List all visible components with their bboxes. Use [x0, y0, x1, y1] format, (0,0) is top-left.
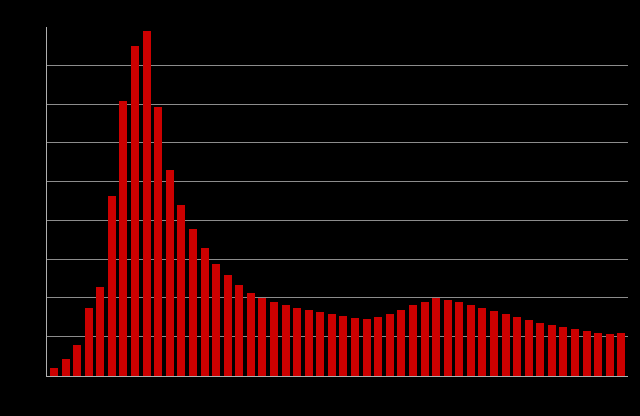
- bar: [385, 313, 394, 376]
- bar: [513, 317, 522, 376]
- bar: [212, 263, 221, 376]
- bar: [559, 326, 568, 376]
- bar: [351, 317, 360, 376]
- gridlines: [47, 27, 628, 376]
- gridline: [47, 142, 628, 144]
- bar: [119, 100, 128, 376]
- bar: [582, 330, 591, 376]
- bar: [617, 333, 626, 376]
- bar: [547, 324, 556, 376]
- bar: [304, 310, 313, 376]
- bar: [524, 319, 533, 376]
- bar: [61, 358, 70, 376]
- gridline: [47, 181, 628, 183]
- bar: [594, 332, 603, 376]
- bar: [478, 307, 487, 376]
- bar: [420, 301, 429, 376]
- gridline: [47, 336, 628, 338]
- bar: [489, 310, 498, 376]
- bar: [281, 305, 290, 376]
- bar: [293, 307, 302, 376]
- gridline: [47, 103, 628, 105]
- bar: [177, 205, 186, 376]
- bar: [131, 46, 140, 376]
- bar: [200, 248, 209, 376]
- bar: [443, 300, 452, 376]
- bar: [269, 302, 278, 376]
- bar: [73, 344, 82, 376]
- bar: [50, 368, 58, 376]
- gridline: [47, 64, 628, 66]
- bar: [142, 30, 151, 376]
- bar: [188, 228, 197, 376]
- gridline: [47, 297, 628, 299]
- bar: [223, 275, 232, 376]
- bars: [47, 27, 628, 376]
- gridline: [47, 258, 628, 260]
- gridline: [47, 219, 628, 221]
- bar: [154, 106, 163, 376]
- bar: [374, 317, 383, 376]
- bar: [165, 170, 174, 376]
- bar: [96, 286, 105, 376]
- bar: [339, 315, 348, 376]
- plot-area: [46, 27, 628, 377]
- bar: [84, 308, 93, 376]
- bar: [327, 313, 336, 376]
- bar: [235, 284, 244, 376]
- bar: [455, 302, 464, 376]
- bar: [408, 305, 417, 376]
- bar: [397, 310, 406, 376]
- bar: [605, 334, 614, 376]
- bar: [432, 298, 441, 376]
- bar: [107, 195, 116, 376]
- bar: [246, 292, 255, 376]
- bar: [536, 322, 545, 376]
- bar: [466, 305, 475, 376]
- bar: [571, 328, 580, 376]
- bar: [362, 319, 371, 376]
- bar: [501, 313, 510, 376]
- bar: [316, 312, 325, 376]
- bar: [258, 298, 267, 376]
